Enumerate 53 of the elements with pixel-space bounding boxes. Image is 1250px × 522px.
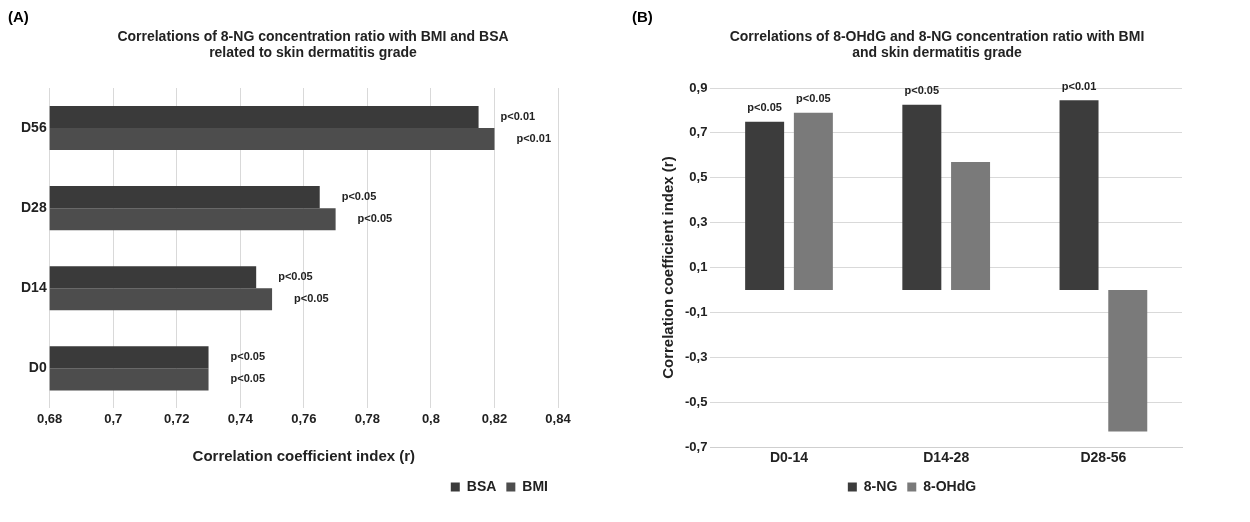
x-tick-label: D28-56 — [1080, 449, 1127, 466]
x-tick-label: 0,8 — [421, 410, 440, 426]
x-axis-title: Correlation coefficient index (r) — [192, 447, 416, 465]
chart-title: Correlations of 8-NG concentration ratio with BMI and BSA related to skin dermatitis grade — [116, 28, 510, 62]
x-tick-label: 0,72 — [164, 410, 190, 426]
x-tick-label: 0,84 — [545, 410, 572, 426]
y-tick-label: D28 — [21, 199, 47, 216]
data-label: p<0.01 — [500, 110, 536, 123]
y-axis-title: Correlation coefficient index (r) — [659, 156, 677, 379]
y-tick-label: 0,9 — [689, 79, 708, 95]
data-label: p<0.01 — [1061, 79, 1097, 92]
y-tick-label: D0 — [28, 359, 47, 376]
data-label: p<0.05 — [341, 190, 377, 203]
x-tick-label: D0-14 — [769, 449, 809, 466]
data-label: p<0.05 — [904, 84, 940, 97]
x-tick-label: 0,74 — [227, 410, 254, 426]
data-label: p<0.05 — [278, 270, 313, 283]
bar — [1108, 290, 1148, 432]
y-tick-label: D56 — [21, 118, 47, 135]
bar — [951, 162, 991, 291]
data-label: p<0.05 — [230, 372, 266, 385]
data-label: p<0.05 — [230, 350, 266, 363]
y-tick-label: 0,1 — [689, 259, 708, 275]
x-tick-label: 0,82 — [481, 410, 508, 426]
legend-label: BSA — [466, 477, 497, 494]
legend-label: 8-OHdG — [923, 477, 977, 494]
y-tick-label: -0,7 — [684, 438, 708, 454]
x-tick-label: D14-28 — [923, 449, 970, 466]
x-tick-label: 0,76 — [291, 410, 317, 426]
text: (B) — [632, 8, 654, 27]
y-tick-label: 0,7 — [689, 124, 708, 140]
data-label: p<0.05 — [294, 292, 329, 305]
chart-title: Correlations of 8-OHdG and 8-NG concentration ratio with BMI and skin dermatitis grade — [728, 28, 1146, 62]
x-tick-label: 0,68 — [37, 410, 63, 426]
data-label: p<0.05 — [796, 92, 831, 105]
y-tick-label: 0,5 — [689, 169, 708, 185]
text: (A) — [8, 8, 30, 27]
y-tick-label: -0,5 — [684, 393, 708, 409]
legend-label: 8-NG — [863, 477, 898, 494]
bar — [793, 112, 833, 291]
y-tick-label: D14 — [21, 279, 47, 296]
legend-label: BMI — [522, 477, 549, 494]
data-label: p<0.05 — [747, 101, 782, 114]
data-label: p<0.01 — [516, 132, 552, 145]
x-tick-label: 0,78 — [354, 410, 381, 426]
data-label: p<0.05 — [357, 212, 393, 225]
x-tick-label: 0,7 — [104, 410, 123, 426]
bar — [902, 104, 942, 291]
bar — [745, 121, 785, 291]
y-tick-label: -0,3 — [684, 348, 708, 364]
y-tick-label: 0,3 — [689, 214, 708, 230]
y-tick-label: -0,1 — [684, 304, 708, 320]
bar — [1059, 100, 1099, 291]
